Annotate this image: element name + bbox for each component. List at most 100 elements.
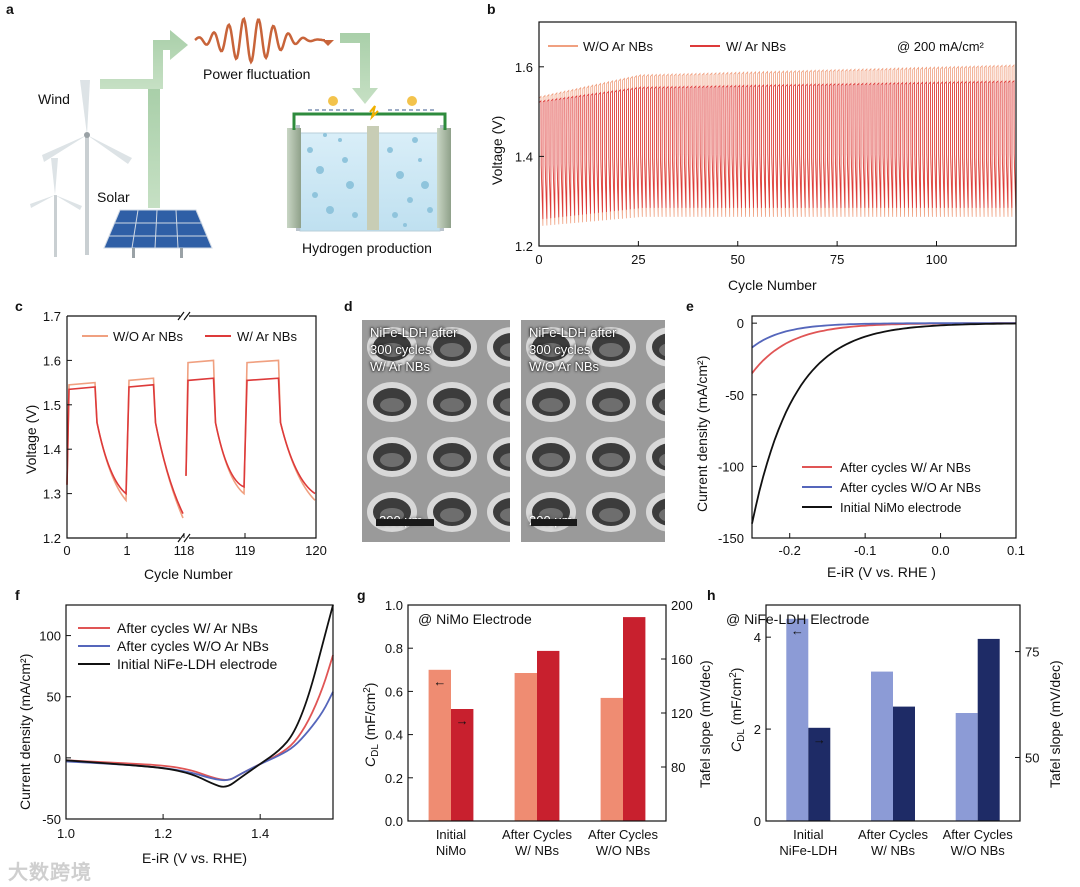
panel-f-xlabel: E-iR (V vs. RHE) — [142, 850, 247, 866]
panel-g-category-label: After Cycles — [502, 827, 573, 842]
power-fluctuation-label: Power fluctuation — [203, 66, 310, 82]
panel-g-bar-right-2 — [623, 617, 646, 821]
panel-h-category-label: After Cycles — [858, 827, 929, 842]
panel-g-ytick2-label: 200 — [671, 598, 693, 613]
panel-b-series-0 — [538, 64, 1017, 226]
panel-e-legend-1: After cycles W/O Ar NBs — [840, 480, 981, 495]
panel-f-ylabel: Current density (mA/cm²) — [17, 654, 33, 810]
panel-b-annotation: @ 200 mA/cm² — [897, 39, 985, 54]
panel-b-legend-w: W/ Ar NBs — [726, 39, 786, 54]
gas-bubble — [307, 147, 313, 153]
panel-c: c 0 1 118 119 120 1.2 1.3 1.4 1.5 1.6 1.7 Cycle Nu… — [15, 298, 327, 582]
panel-h-bar-left-0 — [786, 618, 809, 821]
panel-h-left-axis-arrow-icon: ← — [791, 623, 804, 638]
panel-g-ytick2-label: 80 — [671, 760, 685, 775]
sem-right-scale-bar — [531, 519, 577, 526]
production-arrow — [340, 33, 378, 104]
gas-bubble — [421, 181, 429, 189]
gas-bubble — [418, 158, 422, 162]
panel-g-ytick-label: 1.0 — [385, 598, 403, 613]
panel-e-xtick-label: -0.2 — [779, 543, 801, 558]
panel-f-xtick-label: 1.4 — [251, 826, 269, 841]
wind-arrow — [100, 30, 188, 89]
panel-e-legend-2: Initial NiMo electrode — [840, 500, 961, 515]
sem-left-scale-bar — [376, 519, 434, 526]
panel-b-legend-wo: W/O Ar NBs — [583, 39, 654, 54]
panel-e-legend-0: After cycles W/ Ar NBs — [840, 460, 971, 475]
panel-h-bar-right-1 — [893, 706, 915, 821]
panel-c-label: c — [15, 298, 23, 314]
panel-g-title: @ NiMo Electrode — [418, 611, 532, 627]
panel-b-xlabel: Cycle Number — [728, 277, 817, 293]
panel-h-category-label: W/O NBs — [951, 843, 1006, 858]
panel-h-ytick-label: 2 — [754, 722, 761, 737]
panel-e-ytick-label: -150 — [718, 531, 744, 546]
panel-c-xtick-label: 1 — [123, 543, 130, 558]
panel-f-legend-1: After cycles W/O Ar NBs — [117, 638, 269, 654]
panel-e: e -0.2 -0.1 0.0 0.1 0 -50 -100 -150 E-iR (V vs.… — [686, 298, 1025, 580]
panel-g-category-label: Initial — [436, 827, 466, 842]
gas-bubble — [427, 207, 433, 213]
gas-bubble — [396, 171, 404, 179]
panel-h-label: h — [707, 587, 716, 603]
electrolyzer-icon — [287, 96, 451, 232]
panel-f-ytick-label: 100 — [39, 629, 61, 644]
panel-b-ytick-label: 1.4 — [515, 149, 533, 164]
panel-g-category-label: W/ NBs — [515, 843, 560, 858]
panel-h-category-label: After Cycles — [943, 827, 1014, 842]
sem-image-without-nbs: NiFe-LDH after 300 cycles W/O Ar NBs 200… — [521, 320, 665, 542]
panel-g-ytick-label: 0.6 — [385, 684, 403, 699]
panel-c-series-1 — [66, 377, 316, 514]
panel-a-label: a — [6, 1, 14, 17]
panel-b-label: b — [487, 1, 496, 17]
panel-c-ytick-label: 1.7 — [43, 309, 61, 324]
panel-g-bar-left-2 — [600, 697, 623, 821]
gas-bubble — [412, 137, 418, 143]
solar-panel-icon — [103, 209, 213, 258]
panel-f-series-0 — [65, 654, 334, 781]
panel-h-bar-right-0 — [808, 727, 831, 821]
panel-b-series-group — [538, 64, 1017, 226]
panel-f-xtick-label: 1.0 — [57, 826, 75, 841]
panel-e-ytick-label: 0 — [737, 316, 744, 331]
panel-f-xtick-label: 1.2 — [154, 826, 172, 841]
panel-h-bar-left-1 — [871, 671, 893, 821]
wind-label: Wind — [38, 91, 70, 107]
panel-f-frame — [65, 604, 334, 820]
panel-b-xtick-label: 25 — [631, 252, 645, 267]
panel-h-ytick2-label: 50 — [1025, 750, 1039, 765]
panel-b-xtick-label: 100 — [926, 252, 948, 267]
panel-e-ytick-label: -100 — [718, 459, 744, 474]
panel-h-frame — [765, 604, 1021, 822]
panel-f-label: f — [15, 587, 20, 603]
watermark: 大数跨境 — [8, 862, 92, 884]
svg-text:CDL (mF/cm2): CDL (mF/cm2) — [728, 668, 747, 752]
panel-g-ytick-label: 0.2 — [385, 771, 403, 786]
panel-g-ylabel2: Tafel slope (mV/dec) — [697, 660, 713, 788]
panel-c-ytick-label: 1.4 — [43, 442, 61, 457]
panel-c-legend-w: W/ Ar NBs — [237, 329, 297, 344]
panel-h-ytick-label: 4 — [754, 630, 761, 645]
panel-g-category-label: After Cycles — [588, 827, 659, 842]
panel-c-ytick-label: 1.5 — [43, 398, 61, 413]
panel-e-frame — [751, 315, 1017, 539]
gas-bubble — [342, 157, 348, 163]
panel-g-bar-right-1 — [537, 650, 560, 821]
panel-f-ytick-label: -50 — [42, 812, 61, 827]
panel-f-legend-2: Initial NiFe-LDH electrode — [117, 656, 277, 672]
panel-c-xlabel: Cycle Number — [144, 566, 233, 582]
sem-right-caption: NiFe-LDH after 300 cycles W/O Ar NBs — [529, 325, 617, 374]
panel-b-ytick-label: 1.6 — [515, 60, 533, 75]
panel-g-ytick2-label: 120 — [671, 706, 693, 721]
panel-h-bar-right-2 — [977, 638, 1000, 821]
panel-b-ylabel: Voltage (V) — [489, 116, 505, 185]
panel-h-ylabel: CDL (mF/cm2) — [728, 668, 747, 752]
panel-f-series-2 — [65, 604, 334, 788]
panel-c-legend-wo: W/O Ar NBs — [113, 329, 184, 344]
panel-c-ytick-label: 1.6 — [43, 353, 61, 368]
panel-g-bar-right-0 — [451, 709, 474, 821]
panel-c-xtick-label: 118 — [174, 543, 195, 558]
panel-f-legend-0: After cycles W/ Ar NBs — [117, 620, 258, 636]
